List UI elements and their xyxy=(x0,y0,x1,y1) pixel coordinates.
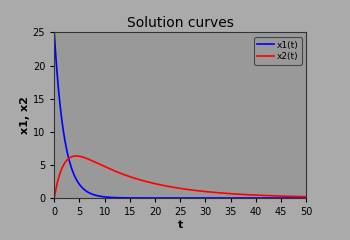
Title: Solution curves: Solution curves xyxy=(127,16,234,30)
Y-axis label: x1, x2: x1, x2 xyxy=(20,96,30,134)
Legend: x1(t), x2(t): x1(t), x2(t) xyxy=(254,37,302,65)
X-axis label: t: t xyxy=(177,220,183,230)
